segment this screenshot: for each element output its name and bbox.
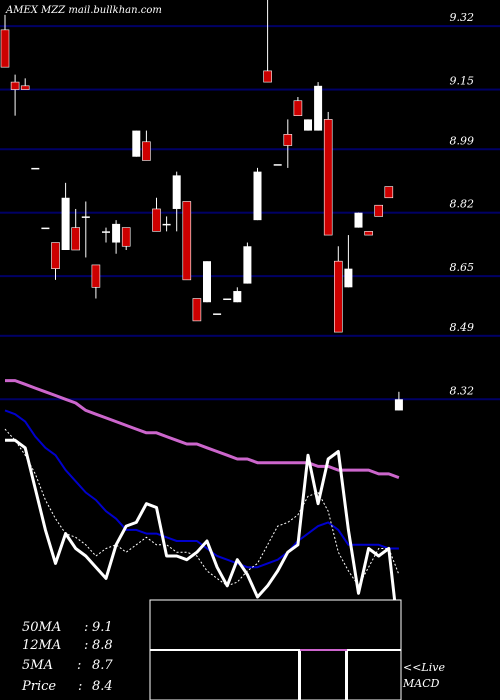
price_line-line [5, 438, 401, 639]
y-tick-label: 9.15 [450, 75, 475, 88]
y-tick-label: 9.32 [450, 11, 475, 24]
candle-body [121, 227, 131, 247]
legend-12ma-label: 12MA [22, 638, 61, 653]
candle-body [344, 268, 353, 288]
candle-body [0, 29, 10, 68]
legend-colon: : [77, 658, 81, 673]
gridline [0, 398, 500, 401]
candle-body [354, 212, 363, 228]
ma-legend: 50MA 9.1 12MA 8.8 5MA 8.7 Price 8.4 [21, 620, 113, 694]
candle-body [20, 85, 30, 90]
macd-histogram-bar [345, 651, 348, 700]
gridline [0, 334, 500, 337]
candle-body [304, 119, 312, 131]
y-tick-label: 8.49 [450, 321, 475, 334]
candle-body [243, 246, 252, 284]
gridline [0, 211, 500, 214]
candle-body [102, 231, 110, 233]
candle-body [31, 167, 40, 170]
candle-body [162, 223, 171, 226]
candle-body [51, 242, 60, 269]
macd-live-label: <<Live [403, 661, 445, 674]
candle-body [233, 291, 242, 303]
legend-5ma-label: 5MA [22, 658, 53, 673]
candle-body [333, 260, 343, 333]
candle-body [374, 204, 384, 217]
y-tick-label: 8.99 [450, 134, 475, 147]
candle-body [323, 119, 333, 236]
legend-price-label: Price [21, 679, 56, 694]
legend-colon: : [84, 638, 88, 653]
ma50-line [5, 379, 400, 480]
macd-histogram-bar [298, 651, 301, 700]
candlestick-series [0, 0, 403, 411]
candle-body [132, 130, 141, 157]
legend-50ma-value: 9.1 [92, 620, 113, 635]
candle-body [152, 208, 161, 232]
candle-body [41, 227, 50, 230]
candle-body [394, 399, 403, 411]
macd-label: MACD [402, 677, 440, 690]
candle-body [81, 216, 90, 218]
candle-body [283, 134, 293, 146]
candle-body [182, 201, 192, 281]
legend-price-value: 8.4 [92, 679, 113, 694]
candle-body [314, 85, 323, 131]
y-tick-label: 8.65 [450, 261, 475, 274]
candle-body [172, 175, 181, 209]
candle-body [91, 264, 101, 288]
watermark: AMEX MZZ mail.bullkhan.com [5, 5, 162, 16]
y-tick-label: 8.82 [450, 198, 475, 211]
candle-body [223, 298, 232, 301]
legend-colons: : : : : [77, 620, 88, 694]
candle-body [384, 186, 394, 199]
candle-body [10, 81, 20, 90]
legend-colon: : [78, 679, 82, 694]
candle-body [142, 141, 151, 161]
candle-body [203, 261, 211, 303]
moving-average-lines [4, 379, 401, 639]
legend-colon: : [84, 620, 88, 635]
legend-5ma-value: 8.7 [92, 658, 113, 673]
candle-body [112, 223, 121, 243]
candle-body [71, 227, 80, 251]
legend-50ma-label: 50MA [22, 620, 61, 635]
legend-12ma-value: 8.8 [92, 638, 113, 653]
y-tick-label: 8.32 [450, 384, 475, 397]
candle-body [293, 100, 303, 116]
candle-body [364, 231, 373, 236]
candle-body [253, 171, 262, 221]
macd-panel: <<Live MACD [149, 599, 445, 700]
candle-body [213, 313, 222, 315]
candle-body [192, 298, 202, 322]
candle-body [263, 70, 272, 83]
gridline [0, 25, 500, 28]
candle-body [273, 164, 282, 166]
candle-body [61, 197, 70, 250]
gridline [0, 88, 500, 91]
price-axis-labels: 9.32 9.15 8.99 8.82 8.65 8.49 8.32 [450, 11, 475, 397]
gridline [0, 148, 500, 151]
